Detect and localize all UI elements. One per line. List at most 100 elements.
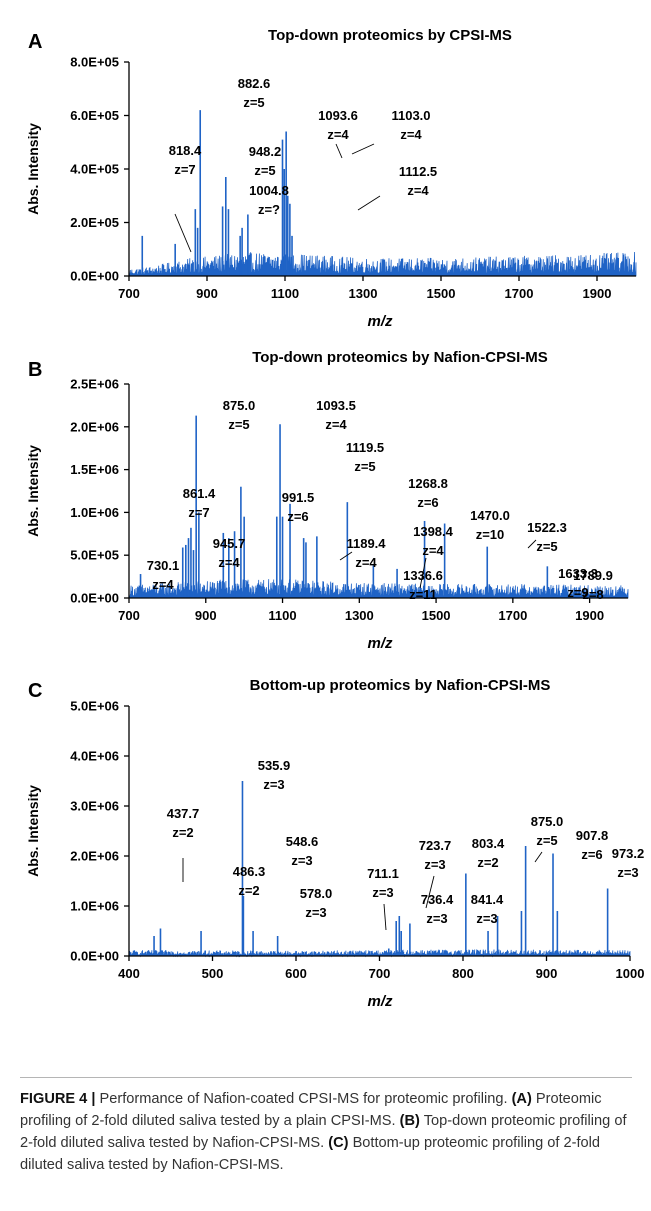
y-tick-label: 0.0E+00	[70, 269, 119, 284]
peak-mz-label: 875.0	[223, 398, 256, 413]
peak-mz-label: 711.1	[367, 866, 399, 881]
peak-mz-label: 1789.9	[573, 568, 613, 583]
panel-letter: A	[28, 31, 42, 53]
y-tick-label: 1.5E+06	[70, 462, 119, 477]
peak-charge-label: z=3	[424, 857, 445, 872]
caption-b-label: (B)	[399, 1113, 420, 1129]
peak-charge-label: z=2	[477, 855, 498, 870]
peak-mz-label: 736.4	[421, 892, 454, 907]
peak-mz-label: 861.4	[183, 486, 216, 501]
x-tick-label: 600	[285, 966, 307, 981]
y-tick-label: 1.0E+06	[70, 899, 119, 914]
peak-mz-label: 1112.5	[399, 164, 437, 179]
figure-panels: A Top-down proteomics by CPSI-MS 0.0E+00 2.…	[25, 27, 645, 1010]
peak-mz-label: 882.6	[238, 76, 271, 91]
caption-figure-label: FIGURE 4 |	[20, 1091, 96, 1107]
y-tick-label: 0.0E+00	[70, 591, 119, 606]
peak-mz-label: 948.2	[249, 144, 282, 159]
peak-mz-label: 1119.5	[346, 440, 384, 455]
peak-charge-label: z=4	[355, 555, 377, 570]
panel-b	[124, 383, 629, 603]
peak-mz-label: 486.3	[233, 864, 266, 879]
peak-mz-label: 1268.8	[408, 476, 448, 491]
peak-charge-label: z=?	[258, 202, 280, 217]
peak-charge-label: z=7	[188, 505, 209, 520]
peak-charge-label: z=4	[407, 183, 429, 198]
y-tick-label: 1.0E+06	[70, 505, 119, 520]
annotation-leader-line	[174, 213, 192, 253]
y-tick-label: 2.0E+06	[70, 419, 119, 434]
y-tick-label: 8.0E+05	[70, 55, 119, 70]
peak-mz-label: 875.0	[531, 814, 564, 829]
spectrum-baseline	[128, 251, 637, 277]
x-tick-label: 800	[452, 966, 474, 981]
x-axis-label: m/z	[367, 635, 393, 652]
peak-charge-label: z=4	[325, 417, 347, 432]
peak-charge-label: z=4	[152, 577, 174, 592]
x-tick-label: 1700	[498, 608, 527, 623]
x-tick-label: 700	[118, 608, 140, 623]
annotation-leader-line	[335, 143, 343, 159]
peak-mz-label: 437.7	[167, 806, 200, 821]
peak-charge-label: z=6	[417, 495, 438, 510]
peak-charge-label: z=3	[617, 865, 638, 880]
x-axis-label: m/z	[367, 313, 393, 330]
peak-charge-label: z=5	[228, 417, 249, 432]
peak-mz-label: 578.0	[300, 886, 333, 901]
peak-charge-label: z=4	[327, 127, 349, 142]
x-tick-label: 500	[202, 966, 224, 981]
peak-mz-label: 1633.3	[558, 566, 598, 581]
annotation-leader-line	[425, 875, 435, 909]
spectrum-baseline	[128, 579, 629, 599]
y-tick-label: 2.0E+06	[70, 849, 119, 864]
x-tick-label: 900	[195, 608, 217, 623]
peak-charge-label: z=8	[582, 587, 603, 602]
x-tick-label: 1900	[583, 286, 612, 301]
peak-charge-label: z=2	[238, 883, 259, 898]
x-tick-label: 1300	[345, 608, 374, 623]
y-tick-label: 2.0E+05	[70, 215, 119, 230]
caption-a-label: (A)	[511, 1091, 532, 1107]
spectrum-baseline	[128, 949, 631, 958]
x-tick-label: 1100	[268, 608, 296, 623]
y-tick-label: 6.0E+05	[70, 108, 119, 123]
x-tick-label: 1300	[349, 286, 378, 301]
peak-charge-label: z=3	[263, 777, 284, 792]
chart-title: Top-down proteomics by Nafion-CPSI-MS	[252, 349, 548, 366]
x-tick-label: 1700	[505, 286, 534, 301]
peak-mz-label: 907.8	[576, 828, 609, 843]
y-tick-label: 4.0E+05	[70, 162, 119, 177]
peak-charge-label: z=2	[172, 825, 193, 840]
x-tick-label: 900	[196, 286, 218, 301]
annotation-leader-line	[357, 195, 381, 211]
x-tick-label: 900	[536, 966, 558, 981]
x-axis-label: m/z	[367, 993, 393, 1010]
peak-mz-label: 535.9	[258, 758, 291, 773]
peak-mz-label: 548.6	[286, 834, 319, 849]
y-axis-label: Abs. Intensity	[25, 785, 41, 877]
peak-mz-label: 841.4	[471, 892, 504, 907]
peak-charge-label: z=6	[581, 847, 602, 862]
peak-charge-label: z=5	[536, 539, 557, 554]
peak-charge-label: z=4	[422, 543, 444, 558]
peak-charge-label: z=3	[291, 853, 312, 868]
x-tick-label: 1900	[575, 608, 604, 623]
annotation-leader-line	[419, 557, 427, 589]
peak-mz-label: 1093.6	[318, 108, 358, 123]
peak-charge-label: z=7	[174, 162, 195, 177]
y-tick-label: 0.0E+00	[70, 949, 119, 964]
peak-mz-label: 973.2	[612, 846, 645, 861]
x-tick-label: 400	[118, 966, 140, 981]
peak-mz-label: 1093.5	[316, 398, 356, 413]
peak-charge-label: z=5	[254, 163, 275, 178]
figure-caption: FIGURE 4 | Performance of Nafion-coated …	[20, 1077, 632, 1176]
peak-mz-label: 945.7	[213, 536, 246, 551]
y-tick-label: 4.0E+06	[70, 749, 119, 764]
peak-mz-label: 1522.3	[527, 520, 567, 535]
peak-charge-label: z=11	[409, 587, 437, 602]
x-tick-label: 1500	[427, 286, 456, 301]
y-axis-label: Abs. Intensity	[25, 445, 41, 537]
chart-title: Top-down proteomics by CPSI-MS	[268, 27, 512, 44]
caption-c-label: (C)	[328, 1135, 349, 1151]
caption-intro: Performance of Nafion-coated CPSI-MS for…	[99, 1091, 508, 1107]
